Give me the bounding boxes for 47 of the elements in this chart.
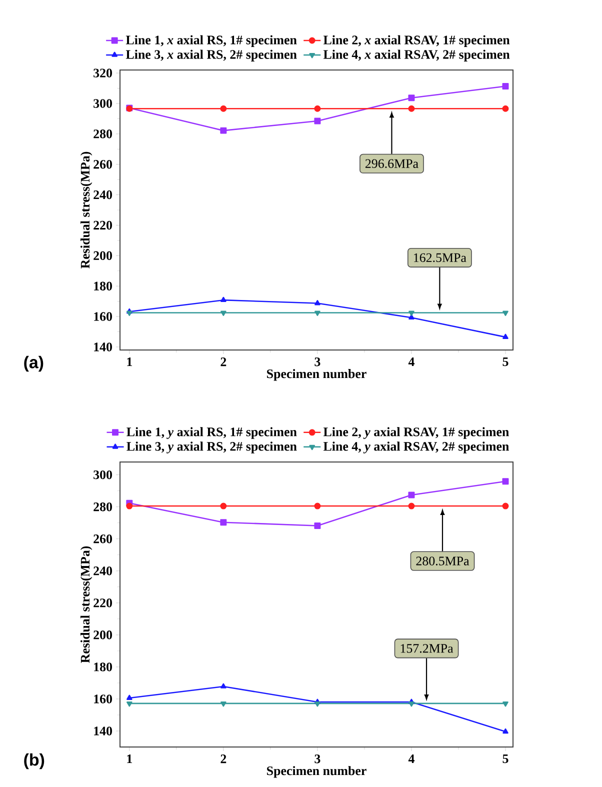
y-tick-label: 300 [94, 99, 112, 108]
legend-label: Line 2, x axial RSAV, 1# specimen [323, 35, 510, 47]
legend-label: Line 3, y axial RS, 2# specimen [126, 442, 297, 454]
y-tick-label: 240 [94, 190, 112, 200]
x-tick-label: 5 [502, 357, 508, 366]
annotation: 296.6MPa [365, 159, 418, 168]
legend-label: Line 4, y axial RSAV, 2# specimen [323, 442, 509, 454]
x-tick-label: 3 [314, 754, 320, 764]
y-tick-label: 260 [94, 534, 112, 544]
y-tick-label: 220 [94, 598, 112, 608]
text: (a) [24, 356, 44, 372]
y-tick-label: 180 [94, 662, 112, 672]
y-axis-title: Residual stress(MPa) [80, 546, 92, 663]
annotation: 280.5MPa [416, 556, 470, 566]
x-axis-title: Specimen number [267, 766, 366, 778]
y-tick-label: 140 [94, 726, 112, 736]
x-tick-label: 1 [127, 358, 132, 366]
legend-label: Line 2, y axial RSAV, 1# specimen [323, 427, 509, 439]
y-tick-label: 260 [94, 160, 112, 169]
y-tick-label: 280 [94, 130, 112, 138]
x-tick-label: 5 [502, 754, 508, 764]
x-tick-label: 3 [314, 358, 320, 366]
x-tick-label: 2 [220, 754, 226, 764]
x-tick-label: 4 [408, 754, 414, 764]
legend-label: Line 1, y axial RS, 1# specimen [126, 427, 297, 439]
y-tick-label: 140 [94, 342, 112, 352]
x-tick-label: 2 [220, 358, 226, 366]
y-tick-label: 160 [94, 312, 112, 321]
y-tick-label: 220 [94, 220, 112, 230]
y-tick-label: 180 [94, 282, 112, 290]
legend-label: Line 1, x axial RS, 1# specimen [126, 35, 297, 47]
annotation: 157.2MPa [400, 644, 454, 653]
x-tick-label: 1 [127, 754, 132, 764]
y-axis-title: Residual stress(MPa) [80, 152, 92, 268]
y-tick-label: 300 [94, 470, 112, 480]
y-tick-label: 320 [94, 68, 112, 78]
x-axis-title: Specimen number [267, 369, 366, 381]
y-tick-label: 160 [94, 694, 112, 704]
y-tick-label: 200 [94, 630, 112, 640]
y-tick-label: 240 [94, 566, 112, 576]
text: (b) [24, 753, 44, 770]
y-tick-label: 280 [94, 502, 112, 512]
x-tick-label: 4 [408, 357, 414, 366]
legend-label: Line 3, x axial RS, 2# specimen [126, 50, 297, 62]
y-tick-label: 200 [94, 251, 112, 260]
legend-label: Line 4, x axial RSAV, 2# specimen [323, 50, 510, 62]
annotation: 162.5MPa [414, 253, 466, 262]
